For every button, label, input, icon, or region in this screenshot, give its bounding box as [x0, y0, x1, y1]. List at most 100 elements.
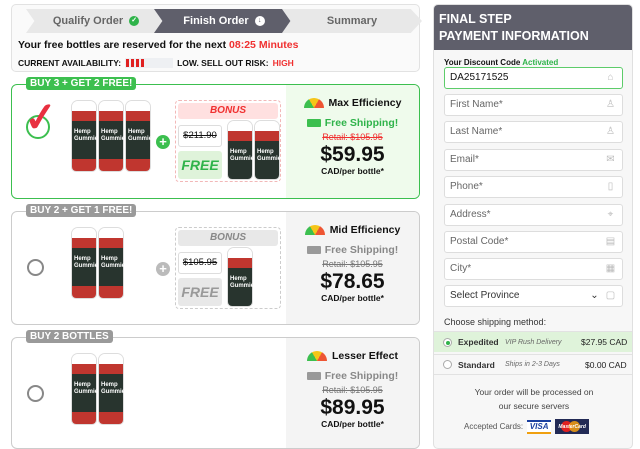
bonus-label: BONUS [178, 230, 278, 246]
shipping-text: Free Shipping! [324, 117, 399, 129]
firstname-input[interactable]: First Name* ♙ [444, 94, 623, 116]
package-radio[interactable] [27, 385, 44, 402]
discount-label: Your Discount Code Activated [444, 58, 558, 67]
map-icon: ▢ [605, 290, 616, 301]
tag-icon: ⌂ [607, 72, 614, 83]
progress-steps: Qualify Order ✓ Finish Order ↓ Summary [26, 9, 422, 33]
package-radio[interactable] [27, 259, 44, 276]
bonus-old-price: $211.90 [178, 125, 222, 147]
province-select[interactable]: Select Province ⌄ ▢ [444, 285, 623, 307]
truck-icon [306, 372, 321, 380]
efficiency-label: Lesser Effect [332, 350, 398, 362]
bottle-label: Hemp Gummies [128, 129, 156, 142]
bottle-image: Hemp Gummies [99, 101, 129, 171]
shipping-sub: VIP Rush Delivery [505, 338, 562, 346]
package-card[interactable]: ✓ Hemp Gummies Hemp Gummies Hemp Gummies +… [11, 84, 420, 199]
city-input[interactable]: City* ▦ [444, 258, 623, 280]
gauge-icon [303, 98, 324, 108]
field-placeholder: Phone* [450, 181, 483, 192]
price-unit: CAD/per bottle* [321, 293, 384, 303]
bottle-image: Hemp Gummies [72, 228, 102, 298]
mail-icon: ✉ [606, 154, 615, 165]
shipping-sub: Ships in 2-3 Days [505, 361, 560, 368]
bonus-box: BONUS $211.90 FREE Hemp Gummies Hemp Gumm… [175, 100, 284, 182]
risk-value: HIGH [272, 58, 294, 68]
payment-title-2: PAYMENT INFORMATION [439, 29, 589, 43]
discount-code-input[interactable]: DA25171525 ⌂ [444, 67, 623, 89]
secure-message: Your order will be processed on our secur… [434, 385, 632, 413]
mastercard-text: MasterCard [558, 423, 586, 430]
payment-panel: FINAL STEP PAYMENT INFORMATION Your Disco… [433, 4, 633, 449]
chevron-down-icon: ⌄ [590, 290, 599, 301]
bottle-image: Hemp Gummies [99, 354, 129, 424]
bottle-image: Hemp Gummies [72, 101, 102, 171]
gauge-icon [307, 351, 328, 361]
bonus-box: BONUS $105.95 FREE Hemp Gummies [175, 227, 281, 309]
discount-label-text: Your Discount Code [444, 58, 521, 67]
phone-input[interactable]: Phone* ▯ [444, 176, 623, 198]
free-shipping: Free Shipping! [286, 244, 419, 256]
secure-line-1: Your order will be processed on [474, 387, 594, 397]
reserve-message: Your free bottles are reserved for the n… [18, 39, 299, 51]
shipping-option-standard[interactable]: Standard Ships in 2-3 Days $0.00 CAD [434, 354, 632, 375]
field-placeholder: Email* [450, 154, 479, 165]
bottle-image: Hemp Gummies [228, 248, 258, 306]
bottle-label: Hemp Gummies [74, 256, 102, 269]
province-value: Select Province [450, 290, 520, 301]
package-badge: BUY 2 + GET 1 FREE! [26, 204, 137, 217]
efficiency-row: Max Efficiency [286, 97, 419, 109]
secure-line-2: our secure servers [498, 401, 570, 411]
email-input[interactable]: Email* ✉ [444, 149, 623, 171]
lastname-input[interactable]: Last Name* ♙ [444, 121, 623, 143]
bottle-image: Hemp Gummies [255, 121, 284, 179]
selected-radio[interactable] [26, 115, 50, 139]
step-summary: Summary [282, 9, 422, 33]
shipping-price: $27.95 CAD [581, 337, 628, 347]
postalcode-input[interactable]: Postal Code* ▤ [444, 231, 623, 253]
check-circle-icon: ✓ [129, 16, 140, 26]
shipping-option-expedited[interactable]: Expedited VIP Rush Delivery $27.95 CAD [434, 331, 632, 352]
step-label: Qualify Order [52, 15, 124, 27]
package-card[interactable]: Hemp Gummies Hemp Gummies + BONUS $105.95… [11, 211, 420, 325]
bottle-label: Hemp Gummies [230, 276, 258, 289]
field-placeholder: First Name* [450, 99, 503, 110]
address-input[interactable]: Address* ⌖ [444, 204, 623, 226]
radio-selected[interactable] [443, 337, 452, 347]
step-label: Summary [326, 15, 378, 27]
plus-icon: + [156, 135, 170, 149]
field-placeholder: Last Name* [450, 126, 503, 137]
price-panel: Mid Efficiency Free Shipping! Retail: $1… [286, 212, 419, 324]
efficiency-row: Lesser Effect [286, 350, 419, 362]
location-icon: ⌖ [607, 209, 614, 220]
bottle-label: Hemp Gummies [74, 129, 102, 142]
bonus-free: FREE [178, 151, 222, 179]
shipping-method-label: Choose shipping method: [444, 317, 547, 327]
bottle-label: Hemp Gummies [101, 129, 129, 142]
efficiency-row: Mid Efficiency [286, 224, 419, 236]
retail-price: Retail: $105.95 [322, 132, 383, 142]
arrow-down-circle-icon: ↓ [254, 16, 265, 26]
bottle-label: Hemp Gummies [101, 256, 129, 269]
price-panel: Lesser Effect Free Shipping! Retail: $10… [286, 338, 419, 448]
free-shipping: Free Shipping! [286, 370, 419, 382]
radio-unselected[interactable] [443, 360, 452, 369]
bonus-label: BONUS [178, 103, 278, 119]
price-panel: Max Efficiency Free Shipping! Retail: $1… [286, 85, 419, 198]
efficiency-label: Mid Efficiency [329, 224, 401, 236]
product-bottles: Hemp Gummies Hemp Gummies [72, 228, 129, 298]
price: $59.95 [320, 143, 385, 166]
bottle-label: Hemp Gummies [101, 382, 129, 395]
mastercard-logo: MasterCard [555, 419, 590, 434]
bonus-bottles: Hemp Gummies [228, 248, 258, 306]
gauge-icon [304, 225, 325, 235]
city-icon: ▦ [605, 263, 616, 274]
plus-icon: + [156, 262, 170, 276]
field-placeholder: Postal Code* [450, 236, 509, 247]
package-card[interactable]: Hemp Gummies Hemp Gummies Lesser Effect F… [11, 337, 420, 449]
discount-code-value: DA25171525 [450, 72, 509, 83]
price: $89.95 [320, 396, 385, 419]
availability-row: CURRENT AVAILABILITY: LOW. SELL OUT RISK:… [18, 58, 294, 68]
bonus-bottles: Hemp Gummies Hemp Gummies [228, 121, 284, 179]
bottle-image: Hemp Gummies [228, 121, 257, 179]
field-placeholder: Address* [450, 209, 491, 220]
